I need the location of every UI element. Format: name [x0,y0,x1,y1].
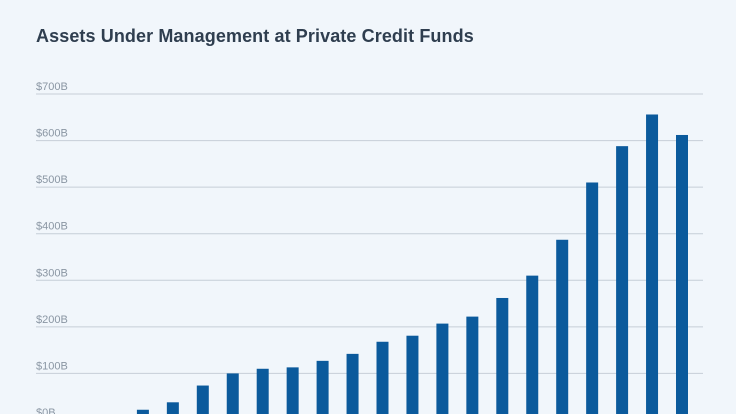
bar [526,276,538,414]
bars [77,114,688,414]
bar [406,336,418,414]
y-tick-label: $700B [36,81,68,93]
bar [317,361,329,414]
bar [616,146,628,414]
y-tick-label: $500B [36,174,68,186]
bar [167,402,179,414]
bar [227,373,239,414]
y-axis-tick-labels: $0B $100B $200B $300B $400B $500B $600B $700B [36,81,68,414]
bar [197,386,209,414]
bar [287,367,299,414]
bar [676,135,688,414]
bar [556,240,568,414]
y-tick-label: $600B [36,128,68,140]
bar [646,114,658,414]
bar [466,317,478,414]
y-tick-label: $100B [36,360,68,372]
bar [377,342,389,414]
bar [137,410,149,414]
bar [496,298,508,414]
gridlines [36,94,703,414]
bar [257,369,269,414]
bar [347,354,359,414]
y-tick-label: $200B [36,314,68,326]
bar [436,324,448,414]
bar [586,182,598,414]
y-tick-label: $0B [36,407,56,414]
y-tick-label: $300B [36,267,68,279]
y-tick-label: $400B [36,221,68,233]
